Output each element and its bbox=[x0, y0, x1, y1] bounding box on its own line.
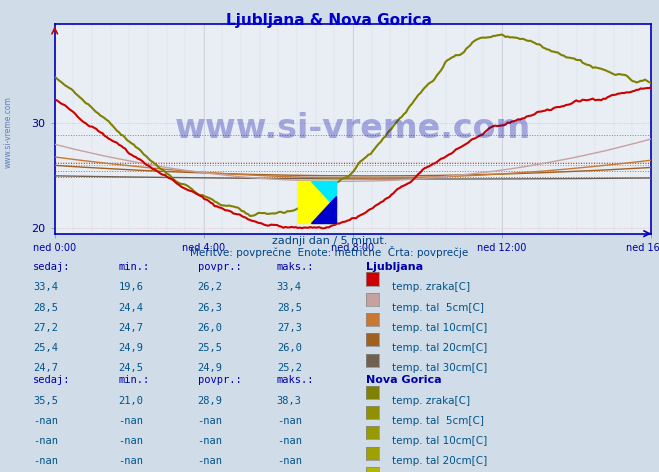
Text: Ljubljana & Nova Gorica: Ljubljana & Nova Gorica bbox=[227, 13, 432, 28]
Text: 28,5: 28,5 bbox=[33, 303, 58, 312]
Text: 33,4: 33,4 bbox=[277, 282, 302, 292]
Text: www.si-vreme.com: www.si-vreme.com bbox=[3, 96, 13, 168]
Text: 26,3: 26,3 bbox=[198, 303, 223, 312]
Text: zadnji dan / 5 minut.: zadnji dan / 5 minut. bbox=[272, 236, 387, 246]
Text: min.:: min.: bbox=[119, 262, 150, 272]
Text: 25,2: 25,2 bbox=[277, 363, 302, 373]
Text: Meritve: povprečne  Enote: metrične  Črta: povprečje: Meritve: povprečne Enote: metrične Črta:… bbox=[190, 246, 469, 258]
Text: temp. zraka[C]: temp. zraka[C] bbox=[392, 396, 471, 405]
Polygon shape bbox=[311, 181, 337, 209]
FancyBboxPatch shape bbox=[298, 181, 337, 223]
Text: -nan: -nan bbox=[198, 456, 223, 466]
Text: temp. tal  5cm[C]: temp. tal 5cm[C] bbox=[392, 416, 484, 426]
Text: Nova Gorica: Nova Gorica bbox=[366, 375, 442, 385]
Text: 24,4: 24,4 bbox=[119, 303, 144, 312]
Text: 33,4: 33,4 bbox=[33, 282, 58, 292]
Text: 27,3: 27,3 bbox=[277, 323, 302, 333]
Text: -nan: -nan bbox=[198, 416, 223, 426]
Text: 24,9: 24,9 bbox=[119, 343, 144, 353]
Text: 28,9: 28,9 bbox=[198, 396, 223, 405]
Text: -nan: -nan bbox=[33, 456, 58, 466]
Text: temp. tal 10cm[C]: temp. tal 10cm[C] bbox=[392, 436, 488, 446]
Text: 28,5: 28,5 bbox=[277, 303, 302, 312]
Text: min.:: min.: bbox=[119, 375, 150, 385]
Text: -nan: -nan bbox=[277, 456, 302, 466]
Text: povpr.:: povpr.: bbox=[198, 262, 241, 272]
Text: -nan: -nan bbox=[119, 456, 144, 466]
Text: 19,6: 19,6 bbox=[119, 282, 144, 292]
Text: temp. tal 30cm[C]: temp. tal 30cm[C] bbox=[392, 363, 488, 373]
Text: -nan: -nan bbox=[277, 436, 302, 446]
Text: 25,4: 25,4 bbox=[33, 343, 58, 353]
Text: temp. tal 20cm[C]: temp. tal 20cm[C] bbox=[392, 456, 488, 466]
Text: sedaj:: sedaj: bbox=[33, 262, 71, 272]
Text: Ljubljana: Ljubljana bbox=[366, 262, 423, 272]
Text: sedaj:: sedaj: bbox=[33, 375, 71, 385]
Text: 24,7: 24,7 bbox=[33, 363, 58, 373]
Text: povpr.:: povpr.: bbox=[198, 375, 241, 385]
Text: temp. tal 20cm[C]: temp. tal 20cm[C] bbox=[392, 343, 488, 353]
Text: temp. tal  5cm[C]: temp. tal 5cm[C] bbox=[392, 303, 484, 312]
Text: maks.:: maks.: bbox=[277, 375, 314, 385]
Text: 26,2: 26,2 bbox=[198, 282, 223, 292]
Text: 35,5: 35,5 bbox=[33, 396, 58, 405]
Text: 24,7: 24,7 bbox=[119, 323, 144, 333]
Text: -nan: -nan bbox=[33, 436, 58, 446]
Text: -nan: -nan bbox=[33, 416, 58, 426]
Text: -nan: -nan bbox=[119, 416, 144, 426]
Text: maks.:: maks.: bbox=[277, 262, 314, 272]
Text: 27,2: 27,2 bbox=[33, 323, 58, 333]
Text: -nan: -nan bbox=[119, 436, 144, 446]
Text: 26,0: 26,0 bbox=[198, 323, 223, 333]
Text: 26,0: 26,0 bbox=[277, 343, 302, 353]
Text: 24,5: 24,5 bbox=[119, 363, 144, 373]
Text: 25,5: 25,5 bbox=[198, 343, 223, 353]
Text: temp. zraka[C]: temp. zraka[C] bbox=[392, 282, 471, 292]
Text: 38,3: 38,3 bbox=[277, 396, 302, 405]
Text: 21,0: 21,0 bbox=[119, 396, 144, 405]
Text: temp. tal 10cm[C]: temp. tal 10cm[C] bbox=[392, 323, 488, 333]
Text: -nan: -nan bbox=[277, 416, 302, 426]
Polygon shape bbox=[311, 196, 337, 223]
Text: www.si-vreme.com: www.si-vreme.com bbox=[175, 112, 531, 145]
Text: -nan: -nan bbox=[198, 436, 223, 446]
Text: 24,9: 24,9 bbox=[198, 363, 223, 373]
